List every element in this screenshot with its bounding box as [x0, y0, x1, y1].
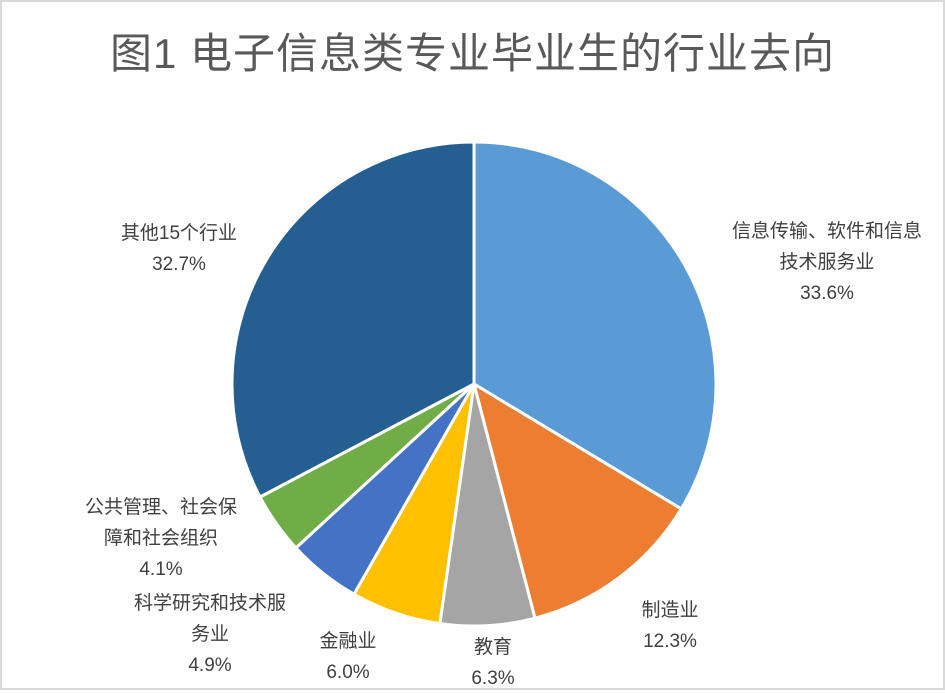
pie-slice-7: [230, 140, 476, 499]
pie-slice-1: [472, 140, 718, 511]
pie-slice-2: [472, 382, 683, 620]
slice-label-info-tech-services: 信息传输、软件和信息 技术服务业 33.6%: [707, 216, 945, 309]
slice-label-line: 教育: [473, 637, 512, 658]
slice-percent: 32.7%: [152, 254, 206, 275]
slice-label-line: 科学研究和技术服: [133, 593, 286, 614]
slice-label-public-admin: 公共管理、社会保 障和社会组织 4.1%: [46, 492, 276, 585]
slice-percent: 6.3%: [471, 668, 515, 689]
slice-percent: 6.0%: [326, 662, 370, 683]
slice-label-finance: 金融业 6.0%: [283, 626, 413, 688]
slice-label-line: 技术服务业: [779, 252, 875, 273]
slice-percent: 4.9%: [188, 655, 232, 676]
chart-title: 图1 电子信息类专业毕业生的行业去向: [109, 30, 836, 77]
slice-label-other-industries: 其他15个行业 32.7%: [69, 218, 289, 280]
slice-label-line: 障和社会组织: [103, 528, 218, 549]
slice-label-line: 金融业: [319, 631, 377, 652]
slice-label-line: 制造业: [641, 600, 699, 621]
slice-percent: 12.3%: [643, 631, 697, 652]
slice-label-manufacturing: 制造业 12.3%: [605, 595, 735, 657]
slice-label-line: 信息传输、软件和信息: [731, 221, 922, 242]
slice-percent: 33.6%: [800, 283, 854, 304]
slice-percent: 4.1%: [139, 559, 183, 580]
slice-label-education: 教育 6.3%: [443, 632, 543, 694]
slice-label-line: 其他15个行业: [120, 223, 238, 244]
slice-label-line: 务业: [190, 624, 229, 645]
slice-label-line: 公共管理、社会保: [84, 497, 237, 518]
slice-label-science-research: 科学研究和技术服 务业 4.9%: [100, 588, 320, 681]
